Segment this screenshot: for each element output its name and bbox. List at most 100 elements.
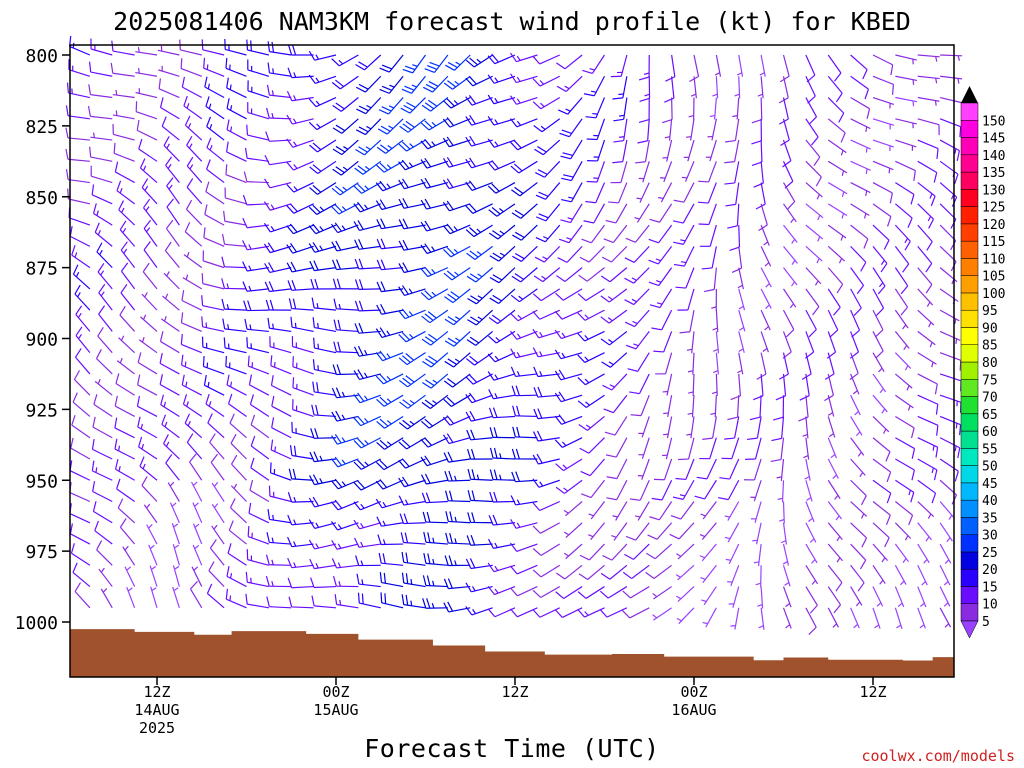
- wind-barb-staff: [93, 212, 113, 226]
- wind-barb-staff: [917, 139, 939, 150]
- wind-barb-half: [432, 558, 435, 565]
- wind-barb-half: [208, 103, 212, 109]
- wind-barb-half: [881, 408, 886, 414]
- wind-barb: [205, 96, 225, 120]
- wind-barb-staff: [753, 458, 762, 481]
- wind-barb-staff: [760, 246, 772, 267]
- wind-barb-half: [902, 324, 907, 330]
- wind-barb-half: [859, 472, 864, 478]
- wind-barb-half: [561, 332, 566, 338]
- wind-barb-staff: [805, 331, 815, 353]
- wind-barb-full: [380, 592, 383, 603]
- wind-barb-full: [608, 201, 619, 204]
- wind-barb-staff: [520, 267, 538, 283]
- wind-barb-staff: [850, 97, 870, 110]
- wind-barb: [375, 479, 404, 490]
- wind-barb-staff: [872, 331, 884, 352]
- wind-barb-full: [138, 436, 143, 448]
- wind-barb-half: [841, 213, 845, 219]
- wind-barb: [135, 67, 158, 77]
- wind-barb-staff: [734, 607, 740, 630]
- wind-barb-full: [405, 573, 409, 584]
- wind-barb-half: [711, 391, 718, 395]
- wind-barb-staff: [827, 224, 847, 239]
- wind-barb-full: [450, 291, 460, 299]
- wind-barb: [313, 337, 337, 354]
- wind-barb-half: [432, 580, 435, 587]
- wind-barb-staff: [192, 502, 203, 524]
- wind-barb: [630, 394, 650, 417]
- wind-barb: [534, 245, 561, 263]
- wind-barb-staff: [226, 87, 247, 99]
- wind-barb-staff: [939, 586, 951, 607]
- wind-barb: [696, 458, 717, 480]
- wind-barb: [510, 366, 538, 378]
- wind-barb: [602, 543, 628, 561]
- wind-barb: [732, 97, 740, 120]
- wind-barb: [652, 607, 672, 621]
- wind-barb-full: [555, 572, 566, 580]
- wind-barb: [269, 462, 292, 481]
- wind-barb-half: [213, 503, 219, 509]
- wind-barb-half: [879, 579, 884, 585]
- wind-barb-full: [242, 281, 248, 292]
- wind-barb-half: [410, 579, 413, 585]
- wind-barb-full: [226, 77, 229, 89]
- wind-barb-staff: [754, 501, 762, 523]
- wind-barb: [805, 224, 824, 242]
- wind-barb: [578, 267, 605, 282]
- wind-barb: [587, 139, 606, 162]
- wind-barb-staff: [146, 524, 158, 545]
- wind-barb-staff: [112, 50, 135, 56]
- wind-barb-full: [925, 284, 933, 294]
- colorbar-label: 80: [982, 356, 998, 371]
- wind-barb: [850, 54, 868, 80]
- wind-barb: [247, 526, 270, 545]
- wind-barb-full: [424, 138, 432, 148]
- wind-barb: [683, 139, 695, 162]
- wind-barb-staff: [494, 352, 516, 363]
- wind-barb-staff: [827, 288, 841, 308]
- wind-barb: [622, 564, 650, 580]
- wind-barb-half: [926, 301, 931, 307]
- wind-barb: [465, 373, 493, 385]
- wind-barb: [705, 139, 717, 162]
- wind-barb-staff: [562, 607, 583, 618]
- wind-barb-staff: [782, 373, 787, 396]
- wind-barb-staff: [691, 395, 695, 418]
- wind-barb-full: [331, 81, 341, 90]
- wind-barb-half: [712, 93, 718, 97]
- wind-barb-staff: [895, 182, 915, 195]
- wind-barb: [917, 373, 938, 395]
- wind-barb-staff: [805, 97, 818, 118]
- wind-barb: [782, 182, 796, 210]
- wind-barb: [563, 543, 583, 560]
- source-credit[interactable]: coolwx.com/models: [861, 747, 1015, 765]
- wind-barb-full: [337, 341, 341, 353]
- wind-barb-half: [364, 185, 369, 190]
- wind-barb-staff: [872, 182, 893, 194]
- wind-barb-staff: [96, 251, 113, 269]
- wind-barb-full: [931, 492, 937, 504]
- wind-barb: [399, 513, 426, 525]
- wind-barb-staff: [850, 586, 863, 606]
- wind-barb-full: [583, 93, 595, 97]
- wind-barb-half: [293, 562, 297, 568]
- wind-barb-staff: [381, 562, 404, 566]
- wind-barb-full: [221, 298, 226, 310]
- wind-barb: [751, 140, 763, 166]
- wind-barb: [487, 138, 516, 148]
- wind-barb-staff: [709, 139, 717, 162]
- wind-barb-staff: [872, 160, 894, 171]
- wind-barb-half: [454, 538, 457, 544]
- wind-barb: [783, 288, 797, 309]
- wind-barb-full: [163, 434, 169, 444]
- wind-barb-full: [624, 277, 634, 284]
- wind-barb-staff: [738, 246, 743, 269]
- wind-barb-full: [426, 511, 431, 523]
- wind-barb-staff: [657, 245, 673, 265]
- wind-barb-full: [161, 414, 167, 425]
- wind-barb-full: [510, 519, 517, 529]
- wind-barb: [487, 160, 516, 171]
- wind-barb-half: [563, 552, 569, 557]
